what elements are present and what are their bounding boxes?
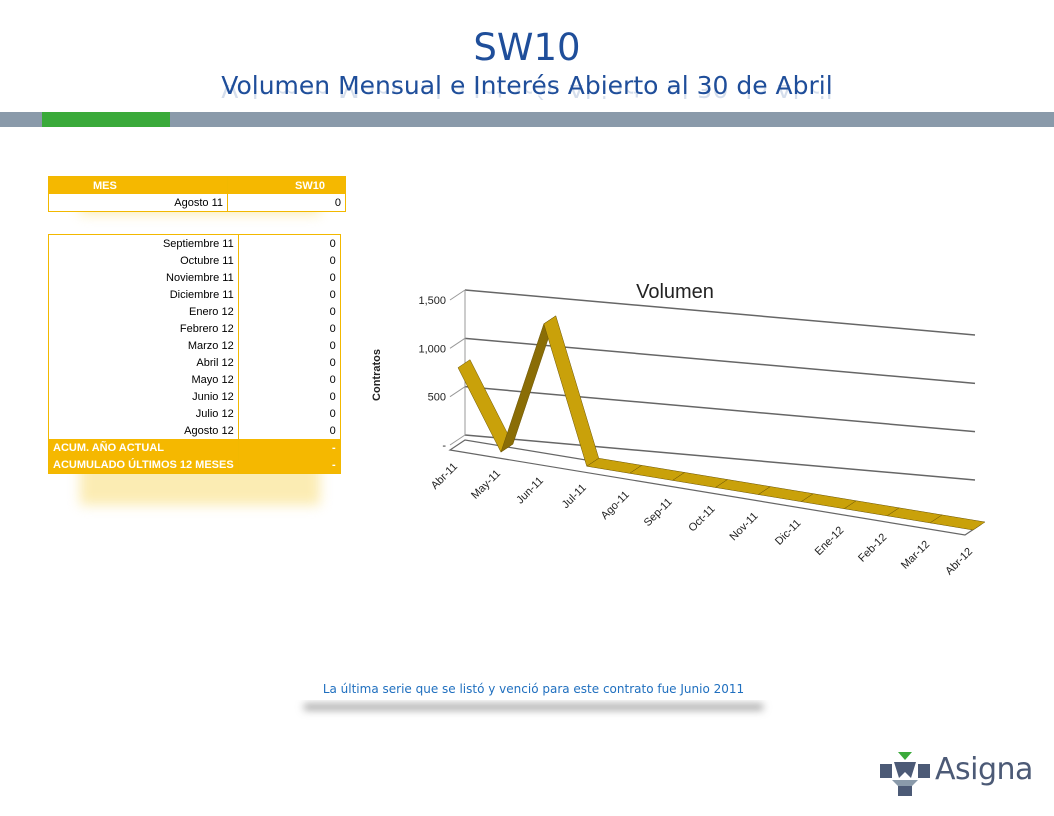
table-row: Octubre 11 0 (48, 252, 341, 269)
page-title: SW10 (473, 26, 581, 69)
row-value: 0 (238, 286, 341, 303)
row-month: Mayo 12 (48, 371, 239, 388)
row-value: 0 (238, 388, 341, 405)
row-month: Septiembre 11 (48, 234, 239, 252)
x-tick-label: Abr-12 (943, 546, 975, 578)
logo-text: Asigna (935, 752, 1033, 787)
row-month: Agosto 12 (48, 422, 239, 439)
y-tick-label: 1,000 (418, 343, 446, 355)
gridline-side (449, 337, 466, 349)
row-month: Febrero 12 (48, 320, 239, 337)
acum-year-row: ACUM. AÑO ACTUAL - (48, 439, 341, 456)
acum-12-row: ACUMULADO ÚLTIMOS 12 MESES - (48, 456, 341, 474)
row-value: 0 (238, 269, 341, 286)
x-tick-label: Nov-11 (728, 510, 761, 543)
table-row: Enero 12 0 (48, 303, 341, 320)
summary-table-top: MES SW10 Agosto 11 0 (48, 176, 346, 212)
x-tick-label: Ene-12 (813, 524, 847, 558)
x-tick-label: Sep-11 (642, 496, 675, 529)
table-row: Abril 12 0 (48, 354, 341, 371)
acum-year-label: ACUM. AÑO ACTUAL (48, 439, 239, 456)
x-tick-label: Ago-11 (599, 489, 632, 522)
monthly-table: Septiembre 11 0 Octubre 11 0 Noviembre 11 0 Di… (48, 234, 341, 474)
row-value: 0 (238, 354, 341, 371)
chart-ylabel: Contratos (371, 349, 383, 401)
row-month: Diciembre 11 (48, 286, 239, 303)
row-month: Octubre 11 (48, 252, 239, 269)
table-row: Mayo 12 0 (48, 371, 341, 388)
table-row: Diciembre 11 0 (48, 286, 341, 303)
x-tick-label: May-11 (469, 468, 503, 502)
y-tick-label: - (442, 440, 446, 452)
row-month: Noviembre 11 (48, 269, 239, 286)
gridline-side (449, 434, 466, 446)
row-value: 0 (238, 405, 341, 422)
row-month: Marzo 12 (48, 337, 239, 354)
row-month: Abril 12 (48, 354, 239, 371)
table-row: Septiembre 11 0 (48, 234, 341, 252)
row-value: 0 (238, 303, 341, 320)
x-tick-label: Dic-11 (773, 517, 803, 547)
acum-12-label: ACUMULADO ÚLTIMOS 12 MESES (48, 456, 239, 474)
x-tick-label: Abr-11 (429, 461, 460, 492)
volume-chart: Volumen Contratos - 500 1,000 1,500 Abr-11 Ma… (371, 281, 986, 578)
acum-year-value: - (238, 439, 341, 456)
row-value: 0 (227, 194, 346, 212)
gridline-side (449, 289, 466, 301)
row-value: 0 (238, 320, 341, 337)
table-row: Noviembre 11 0 (48, 269, 341, 286)
gridline (464, 289, 976, 336)
gridline (464, 337, 976, 385)
row-value: 0 (238, 371, 341, 388)
table-row: Junio 12 0 (48, 388, 341, 405)
x-tick-label: Jul-11 (560, 482, 589, 511)
row-value: 0 (238, 252, 341, 269)
header-band-accent (42, 112, 170, 127)
chart-title: Volumen (636, 281, 714, 303)
asigna-logo-icon (880, 752, 930, 796)
row-month: Agosto 11 (48, 194, 228, 212)
y-tick-label: 500 (428, 392, 446, 404)
col-header-month: MES (48, 176, 228, 194)
x-tick-label: Mar-12 (899, 539, 932, 572)
footnote: La última serie que se listó y venció pa… (296, 678, 771, 700)
gridline (464, 385, 976, 433)
acum-12-value: - (238, 456, 341, 474)
row-value: 0 (238, 234, 341, 252)
table-header-row: MES SW10 (48, 176, 346, 194)
x-tick-label: Jun-11 (514, 475, 546, 507)
x-tick-label: Feb-12 (856, 531, 889, 564)
row-month: Julio 12 (48, 405, 239, 422)
row-month: Enero 12 (48, 303, 239, 320)
table-row: Julio 12 0 (48, 405, 341, 422)
page-subtitle: Volumen Mensual e Interés Abierto al 30 … (221, 71, 833, 100)
series-segment (929, 514, 986, 531)
gridline (464, 434, 976, 481)
series-segment (457, 359, 514, 453)
row-month: Junio 12 (48, 388, 239, 405)
gridline-side (449, 386, 466, 398)
x-tick-label: Oct-11 (686, 503, 717, 534)
table-row: Marzo 12 0 (48, 337, 341, 354)
header-band (0, 112, 1054, 127)
table-row: Agosto 12 0 (48, 422, 341, 439)
row-value: 0 (238, 422, 341, 439)
col-header-contract: SW10 (227, 176, 346, 194)
table-row: Febrero 12 0 (48, 320, 341, 337)
y-tick-label: 1,500 (418, 295, 446, 307)
table-row: Agosto 11 0 (48, 194, 346, 212)
row-value: 0 (238, 337, 341, 354)
